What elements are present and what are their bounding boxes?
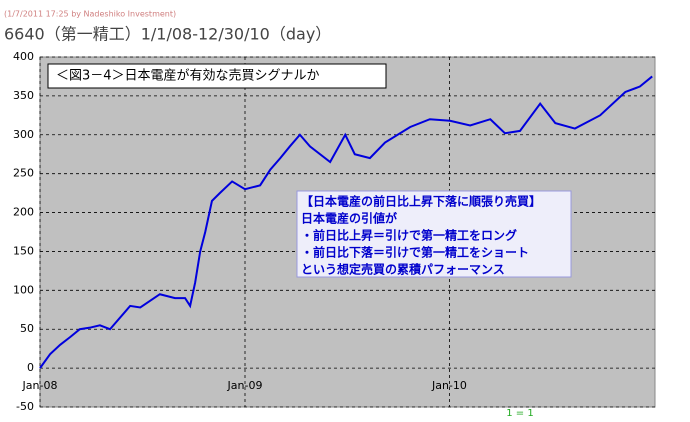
marks bbox=[39, 75, 653, 369]
chart-title: 6640（第一精工）1/1/08-12/30/10（day） bbox=[4, 25, 331, 44]
y-tick-label: 350 bbox=[13, 89, 34, 102]
notes: 【日本電産の前日比上昇下落に順張り売買】日本電産の引値が・前日比上昇＝引けで第一… bbox=[301, 194, 541, 277]
annotation-box bbox=[47, 63, 387, 89]
y-tick-label: 200 bbox=[13, 206, 34, 219]
footnote: 1 = 1 bbox=[506, 408, 533, 419]
y-tick-label: 150 bbox=[13, 244, 34, 257]
note-line: ・前日比下落＝引けで第一精工をショート bbox=[301, 245, 529, 260]
y-tick-label: 0 bbox=[27, 361, 34, 374]
series-line bbox=[39, 75, 653, 369]
x-tick-label: Jan-09 bbox=[227, 379, 263, 392]
annotation: ＜図3－4＞日本電産が有効な売買シグナルか bbox=[56, 68, 320, 84]
y-tick-label: 400 bbox=[13, 50, 34, 63]
note-line: 【日本電産の前日比上昇下落に順張り売買】 bbox=[301, 194, 541, 209]
y-tick-label: 250 bbox=[13, 167, 34, 180]
note-line: 日本電産の引値が bbox=[301, 211, 397, 226]
y-tick-label: 100 bbox=[13, 283, 34, 296]
x-tick-label: Jan-08 bbox=[22, 379, 58, 392]
header: (1/7/2011 17:25 by Nadeshiko Investment) bbox=[4, 10, 176, 19]
y-tick-label: 50 bbox=[20, 322, 34, 335]
note-line: という想定売買の累積パフォーマンス bbox=[301, 262, 505, 277]
note-box bbox=[296, 190, 572, 278]
y-tick-label: -50 bbox=[16, 400, 34, 413]
y-tick-label: 300 bbox=[13, 128, 34, 141]
note-line: ・前日比上昇＝引けで第一精工をロング bbox=[301, 228, 517, 243]
x-tick-label: Jan-10 bbox=[431, 379, 467, 392]
